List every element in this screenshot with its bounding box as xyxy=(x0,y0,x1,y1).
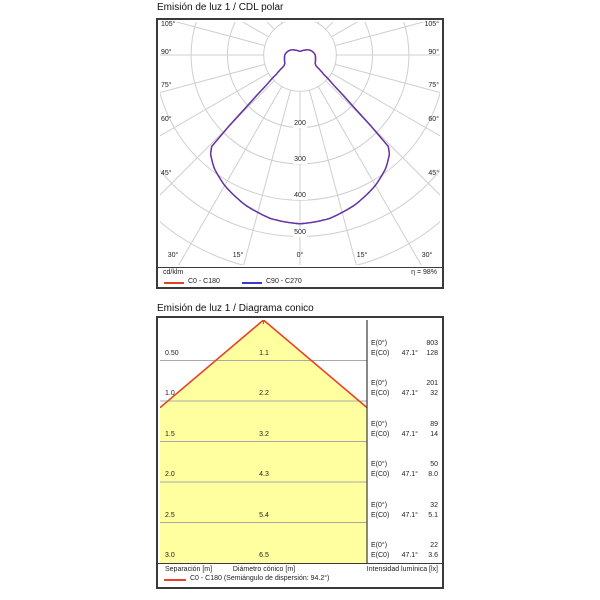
cone-row-angle: 47.1° xyxy=(401,349,418,357)
legend-label-c0-c180: C0 - C180 xyxy=(188,278,220,285)
polar-angle-label-left: 60° xyxy=(161,116,172,123)
cone-edge-right xyxy=(262,320,368,409)
polar-diagram xyxy=(160,22,440,265)
cone-row-e0-label: E(0°) xyxy=(371,380,388,387)
polar-curve-C90-C270 xyxy=(209,49,391,225)
polar-angle-label-bottom: 30° xyxy=(421,252,433,259)
cone-row-ec0-label: E(C0) xyxy=(371,471,390,478)
cone-col-separation: Separación [m] xyxy=(165,566,213,573)
polar-angle-label-bottom: 15° xyxy=(356,252,368,259)
cone-row-ec0-value: 5.1 xyxy=(428,511,438,519)
cone-legend-label: C0 - C180 (Semiángulo de dispersión: 94.… xyxy=(190,575,330,582)
cone-row-ec0-value: 3.6 xyxy=(428,552,438,559)
cone-row-angle: 47.1° xyxy=(401,552,418,559)
cone-row-angle: 47.1° xyxy=(401,471,418,478)
polar-ring-label-200: 200 xyxy=(293,119,307,128)
cone-row-ec0-value: 8.0 xyxy=(428,471,438,478)
cone-row-angle: 47.1° xyxy=(401,390,418,397)
cone-legend-line xyxy=(164,579,186,581)
cone-col-diameter: Diámetro cónico [m] xyxy=(232,566,296,573)
cone-row-diameter: 5.4 xyxy=(259,511,269,519)
polar-ring-label-500: 500 xyxy=(293,228,307,237)
cone-row-ec0-label: E(C0) xyxy=(371,390,390,397)
legend-line-c0-c180 xyxy=(164,282,184,284)
polar-angle-label-right: 60° xyxy=(428,116,439,123)
legend-line-c90-c270 xyxy=(242,282,262,284)
cone-row-ec0-value: 32 xyxy=(430,390,438,397)
polar-angle-label-left: 45° xyxy=(161,170,172,177)
cone-row-diameter: 4.3 xyxy=(259,471,269,478)
cone-row-e0-label: E(0°) xyxy=(371,542,388,549)
cone-row-ec0-label: E(C0) xyxy=(371,552,390,559)
cone-row-ec0-label: E(C0) xyxy=(371,349,390,357)
cone-row-e0-value: 50 xyxy=(430,461,438,468)
polar-angle-label-bottom: 30° xyxy=(167,252,179,259)
cone-row-e0-label: E(0°) xyxy=(371,461,388,468)
cone-col-intensity: Intensidad lumínica [lx] xyxy=(366,566,438,573)
cone-row-e0-value: 803 xyxy=(426,339,438,347)
legend-label-c90-c270: C90 - C270 xyxy=(266,278,302,285)
cone-footer-separator xyxy=(158,563,442,564)
cone-row-e0-value: 32 xyxy=(430,501,438,509)
cone-row-angle: 47.1° xyxy=(401,430,418,438)
polar-angle-label-left: 75° xyxy=(161,82,172,89)
cone-row-diameter: 6.5 xyxy=(259,552,269,559)
polar-angle-label-right: 45° xyxy=(428,170,439,177)
polar-angle-label-right: 105° xyxy=(424,21,439,28)
polar-angle-label-left: 105° xyxy=(161,21,176,28)
cone-row-e0-label: E(0°) xyxy=(371,339,388,347)
cone-edge-left xyxy=(160,320,265,409)
cone-row-e0-label: E(0°) xyxy=(371,420,388,428)
polar-angle-label-bottom: 15° xyxy=(232,252,244,259)
cone-row-e0-value: 89 xyxy=(430,420,438,428)
cone-chart-title: Emisión de luz 1 / Diagrama conico xyxy=(157,303,314,314)
cone-row-ec0-label: E(C0) xyxy=(371,511,390,519)
cone-row-separation: 2.5 xyxy=(165,511,175,519)
cone-row-separation: 1.5 xyxy=(165,430,175,438)
cone-row-ec0-value: 14 xyxy=(430,430,438,438)
cone-row-ec0-label: E(C0) xyxy=(371,430,390,438)
cone-row-e0-value: 201 xyxy=(426,380,438,387)
polar-ring-label-400: 400 xyxy=(293,192,307,201)
cone-row-separation: 3.0 xyxy=(165,552,175,559)
polar-chart-title: Emisión de luz 1 / CDL polar xyxy=(157,2,284,13)
polar-legend-separator xyxy=(158,267,442,268)
polar-angle-label-right: 90° xyxy=(428,49,439,56)
cone-row-separation: 2.0 xyxy=(165,471,175,478)
cone-row-diameter: 3.2 xyxy=(259,430,269,438)
polar-angle-label-right: 75° xyxy=(428,82,439,89)
polar-angle-label-left: 90° xyxy=(161,49,172,56)
cone-row-diameter: 1.1 xyxy=(259,349,269,357)
polar-efficiency-label: η = 98% xyxy=(411,269,437,276)
cone-row-ec0-value: 128 xyxy=(426,349,438,357)
cone-row-separation: 0.50 xyxy=(165,349,179,357)
cone-row-separation: 1.0 xyxy=(165,390,175,397)
cone-row-diameter: 2.2 xyxy=(259,390,269,397)
polar-angle-label-bottom: 0° xyxy=(296,252,304,259)
polar-ring-label-300: 300 xyxy=(293,155,307,164)
polar-unit-label: cd/klm xyxy=(163,269,184,276)
cone-diagram xyxy=(160,320,368,563)
cone-row-e0-label: E(0°) xyxy=(371,501,388,509)
cone-row-e0-value: 22 xyxy=(430,542,438,549)
cone-row-angle: 47.1° xyxy=(401,511,418,519)
